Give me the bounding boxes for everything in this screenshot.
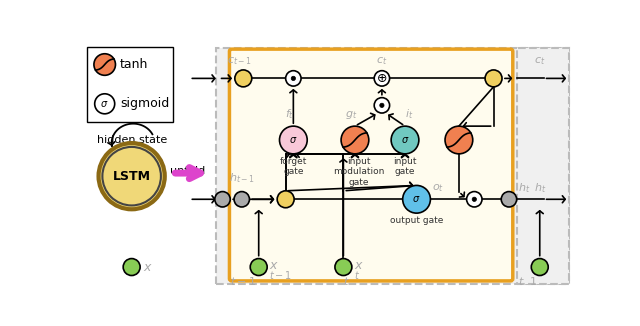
Circle shape (234, 192, 250, 207)
Circle shape (215, 192, 230, 207)
Text: $t\ \ 1$: $t\ \ 1$ (518, 275, 538, 287)
Text: $o_t$: $o_t$ (432, 182, 444, 194)
Text: input
modulation
gate: input modulation gate (333, 157, 385, 187)
Text: unfold: unfold (170, 166, 205, 176)
Circle shape (123, 259, 140, 275)
Text: $t$: $t$ (343, 275, 350, 287)
Text: $x$: $x$ (269, 259, 279, 272)
Text: LSTM: LSTM (113, 170, 150, 183)
Text: tanh: tanh (120, 58, 148, 71)
FancyBboxPatch shape (87, 47, 173, 122)
Circle shape (335, 259, 352, 275)
Circle shape (280, 126, 307, 154)
Circle shape (99, 143, 164, 209)
Text: $\sigma$: $\sigma$ (401, 135, 409, 145)
FancyBboxPatch shape (216, 48, 569, 284)
Text: $\sigma$: $\sigma$ (100, 99, 109, 109)
Circle shape (102, 147, 161, 205)
FancyBboxPatch shape (516, 48, 569, 284)
Circle shape (391, 126, 419, 154)
Circle shape (467, 192, 482, 207)
Text: $h_t$: $h_t$ (534, 181, 546, 195)
Circle shape (95, 94, 115, 114)
Text: $x$: $x$ (143, 260, 153, 274)
Circle shape (250, 259, 267, 275)
Circle shape (285, 71, 301, 86)
Circle shape (341, 126, 369, 154)
Circle shape (485, 70, 502, 87)
Circle shape (277, 191, 294, 208)
Text: $x$: $x$ (354, 259, 364, 272)
Text: $h_t$: $h_t$ (518, 181, 531, 195)
Text: forget
gate: forget gate (280, 157, 307, 176)
Circle shape (472, 197, 476, 201)
Text: hidden state: hidden state (97, 135, 167, 145)
Text: $c_t$: $c_t$ (376, 55, 388, 67)
Text: $c_t$: $c_t$ (534, 55, 545, 67)
Circle shape (380, 103, 384, 108)
Text: $\sigma$: $\sigma$ (412, 194, 420, 204)
Text: $t-1$: $t-1$ (230, 275, 256, 287)
Text: $\sigma$: $\sigma$ (289, 135, 298, 145)
Text: input
gate: input gate (393, 157, 417, 176)
Text: $f_t$: $f_t$ (285, 107, 294, 121)
Circle shape (501, 192, 516, 207)
Text: $g_t$: $g_t$ (345, 109, 357, 121)
Text: $c_{t-1}$: $c_{t-1}$ (227, 55, 252, 67)
Text: output gate: output gate (390, 216, 444, 225)
Circle shape (403, 185, 431, 213)
Circle shape (291, 76, 296, 81)
FancyBboxPatch shape (230, 49, 513, 281)
Text: $t-1$: $t-1$ (269, 269, 292, 281)
Text: $i_t$: $i_t$ (404, 107, 413, 121)
Text: $t$: $t$ (354, 269, 360, 281)
Circle shape (374, 98, 390, 113)
Text: sigmoid: sigmoid (120, 97, 170, 110)
Circle shape (531, 259, 548, 275)
Text: $\oplus$: $\oplus$ (376, 72, 388, 85)
Circle shape (374, 71, 390, 86)
Text: $h_{t-1}$: $h_{t-1}$ (229, 171, 255, 185)
Circle shape (235, 70, 252, 87)
Circle shape (445, 126, 473, 154)
Circle shape (94, 54, 115, 75)
